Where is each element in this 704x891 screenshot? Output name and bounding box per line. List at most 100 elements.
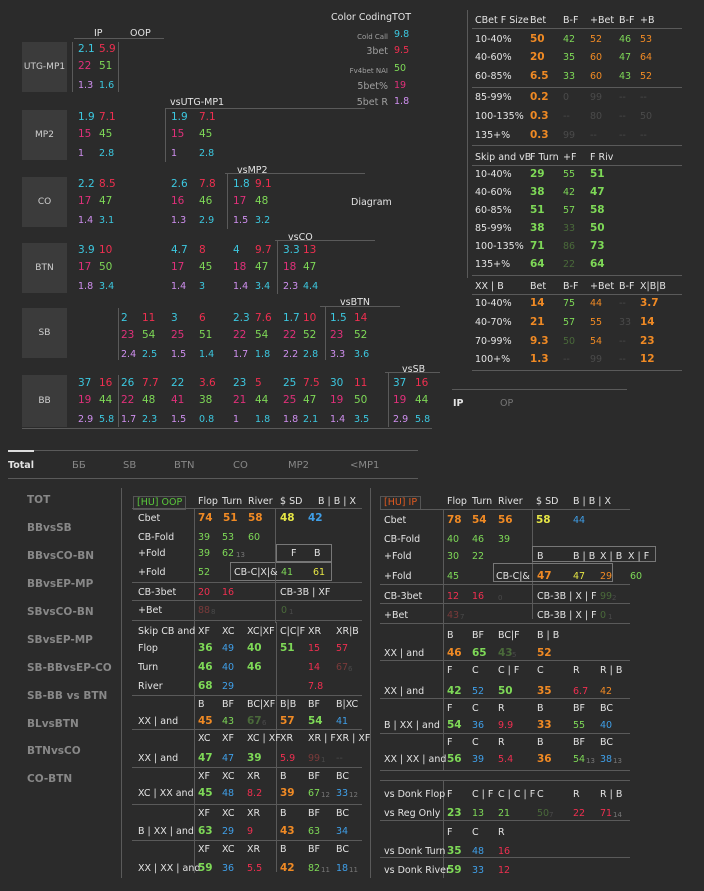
sidebar-item[interactable]: SBvsCO-BN — [27, 606, 94, 618]
oop-stat: XC — [222, 844, 235, 855]
divider-line — [275, 508, 276, 623]
sidebar-item[interactable]: SB-BBvsEP-CO — [27, 662, 112, 674]
ip-stat: 45 — [447, 571, 460, 582]
sidebar-item[interactable]: TOT — [27, 494, 51, 506]
oop-stat: CB-3bet — [138, 587, 177, 598]
ip-stat: BC — [600, 703, 613, 714]
grid-cell-value: 4.4 — [303, 281, 319, 292]
ip-stat: 56 — [447, 753, 462, 765]
oop-stat: 8 — [211, 608, 216, 616]
stat-value: 73 — [590, 240, 605, 252]
sidebar-item[interactable]: BBvsEP-MP — [27, 578, 94, 590]
ip-stat: 48 — [472, 846, 485, 857]
sidebar-item[interactable]: BTNvsCO — [27, 745, 81, 757]
color-coding-value: 9.5 — [394, 45, 410, 56]
oop-stat: 40 — [222, 662, 235, 673]
sidebar-item[interactable]: CO-BTN — [27, 773, 73, 785]
stat-value: 58 — [590, 204, 605, 216]
position-tab[interactable]: ББ — [72, 460, 86, 471]
grid-cell-value: 2.1 — [303, 414, 319, 425]
stat-value: 47 — [590, 186, 605, 198]
oop-stat: XC — [198, 733, 211, 744]
oop-stat: XX | XX | and — [138, 863, 201, 874]
row-label[interactable]: UTG-MP1 — [22, 42, 67, 92]
oop-stat: B|XC — [336, 699, 359, 710]
sidebar-item[interactable]: SBvsEP-MP — [27, 634, 93, 646]
grid-cell-value: 54 — [255, 329, 269, 341]
ip-stat: 71 — [600, 808, 613, 819]
oop-stat: XF — [198, 771, 210, 782]
ip-stat: C — [537, 665, 544, 676]
row-label[interactable]: CO — [22, 177, 67, 227]
xx-header: B-F — [563, 281, 579, 292]
oop-stat: 48 — [280, 512, 295, 524]
position-tab[interactable]: <MP1 — [350, 460, 380, 471]
grid-cell-value: 13 — [303, 244, 317, 256]
grid-cell-value: 1.9 — [171, 111, 188, 123]
grid-cell-value: 17 — [78, 195, 92, 207]
divider-line — [165, 108, 365, 109]
oop-stat: 12 — [349, 791, 358, 799]
tab-op[interactable]: OP — [500, 398, 514, 409]
stat-value: 51 — [590, 168, 605, 180]
oop-stat: 40 — [247, 642, 262, 654]
oop-stat: XR — [280, 733, 294, 744]
stat-value: 52 — [590, 34, 603, 45]
grid-cell-value: 1.7 — [233, 349, 249, 360]
grid-cell-value: 17 — [171, 261, 185, 273]
oop-stat: F — [291, 548, 297, 559]
position-tab[interactable]: SB — [123, 460, 137, 471]
oop-stat: XC|XF — [247, 626, 275, 637]
sidebar-item[interactable]: BBvsCO-BN — [27, 550, 95, 562]
ip-stat: 65 — [472, 647, 487, 659]
divider-line — [472, 294, 682, 295]
grid-cell-value: 47 — [303, 261, 317, 273]
divider-line — [118, 375, 119, 427]
color-coding-value: 9.8 — [394, 29, 410, 40]
oop-stat: Turn — [138, 662, 159, 673]
stat-value: 57 — [563, 317, 576, 328]
row-label[interactable]: BTN — [22, 243, 67, 293]
grid-cell-value: 25 — [171, 329, 185, 341]
ip-stat: C — [472, 665, 479, 676]
row-label[interactable]: SB — [22, 308, 67, 358]
grid-cell-value: 16 — [415, 377, 429, 389]
stat-value: 86 — [563, 241, 576, 252]
oop-stat: 62 — [222, 548, 235, 559]
ip-stat: 54 — [573, 754, 586, 765]
ip-stat: R | B — [600, 665, 623, 676]
divider-line — [472, 87, 682, 88]
oop-stat: BF — [308, 699, 320, 710]
tab-ip[interactable]: IP — [453, 398, 464, 409]
cbet-size-header: +B — [640, 15, 655, 26]
grid-cell-value: 15 — [78, 128, 92, 140]
oop-stat: 49 — [222, 643, 235, 654]
sidebar-item[interactable]: BLvsBTN — [27, 718, 79, 730]
position-tab[interactable]: BTN — [174, 460, 195, 471]
cbet-size-header: B-F — [619, 15, 635, 26]
sidebar-item[interactable]: SB-BB vs BTN — [27, 690, 108, 702]
ip-stat: C | C | F — [498, 789, 536, 800]
vs-header: vsUTG-MP1 — [170, 97, 225, 108]
position-tab[interactable]: MP2 — [288, 460, 310, 471]
oop-stat: C|C|F — [280, 626, 306, 637]
color-coding-tot: TOT — [392, 12, 412, 23]
stat-value: 60 — [590, 71, 603, 82]
oop-stat: XC — [222, 626, 235, 637]
sidebar-item[interactable]: BBvsSB — [27, 522, 72, 534]
ip-stat: 55 — [573, 720, 586, 731]
stat-value: -- — [590, 130, 597, 141]
divider-line — [132, 767, 362, 768]
row-label[interactable]: MP2 — [22, 110, 67, 160]
divider-line — [472, 165, 682, 166]
ip-stat: C — [472, 703, 479, 714]
position-tab[interactable]: CO — [233, 460, 248, 471]
grid-cell-value: 22 — [78, 60, 92, 72]
position-tab[interactable]: Total — [8, 460, 34, 471]
stat-value: 99 — [590, 92, 603, 103]
grid-cell-value: 2.3 — [142, 414, 158, 425]
divider-line — [225, 173, 365, 174]
divider-line — [380, 770, 630, 771]
row-label[interactable]: BB — [22, 375, 67, 427]
oop-stat: 67 — [308, 788, 321, 799]
